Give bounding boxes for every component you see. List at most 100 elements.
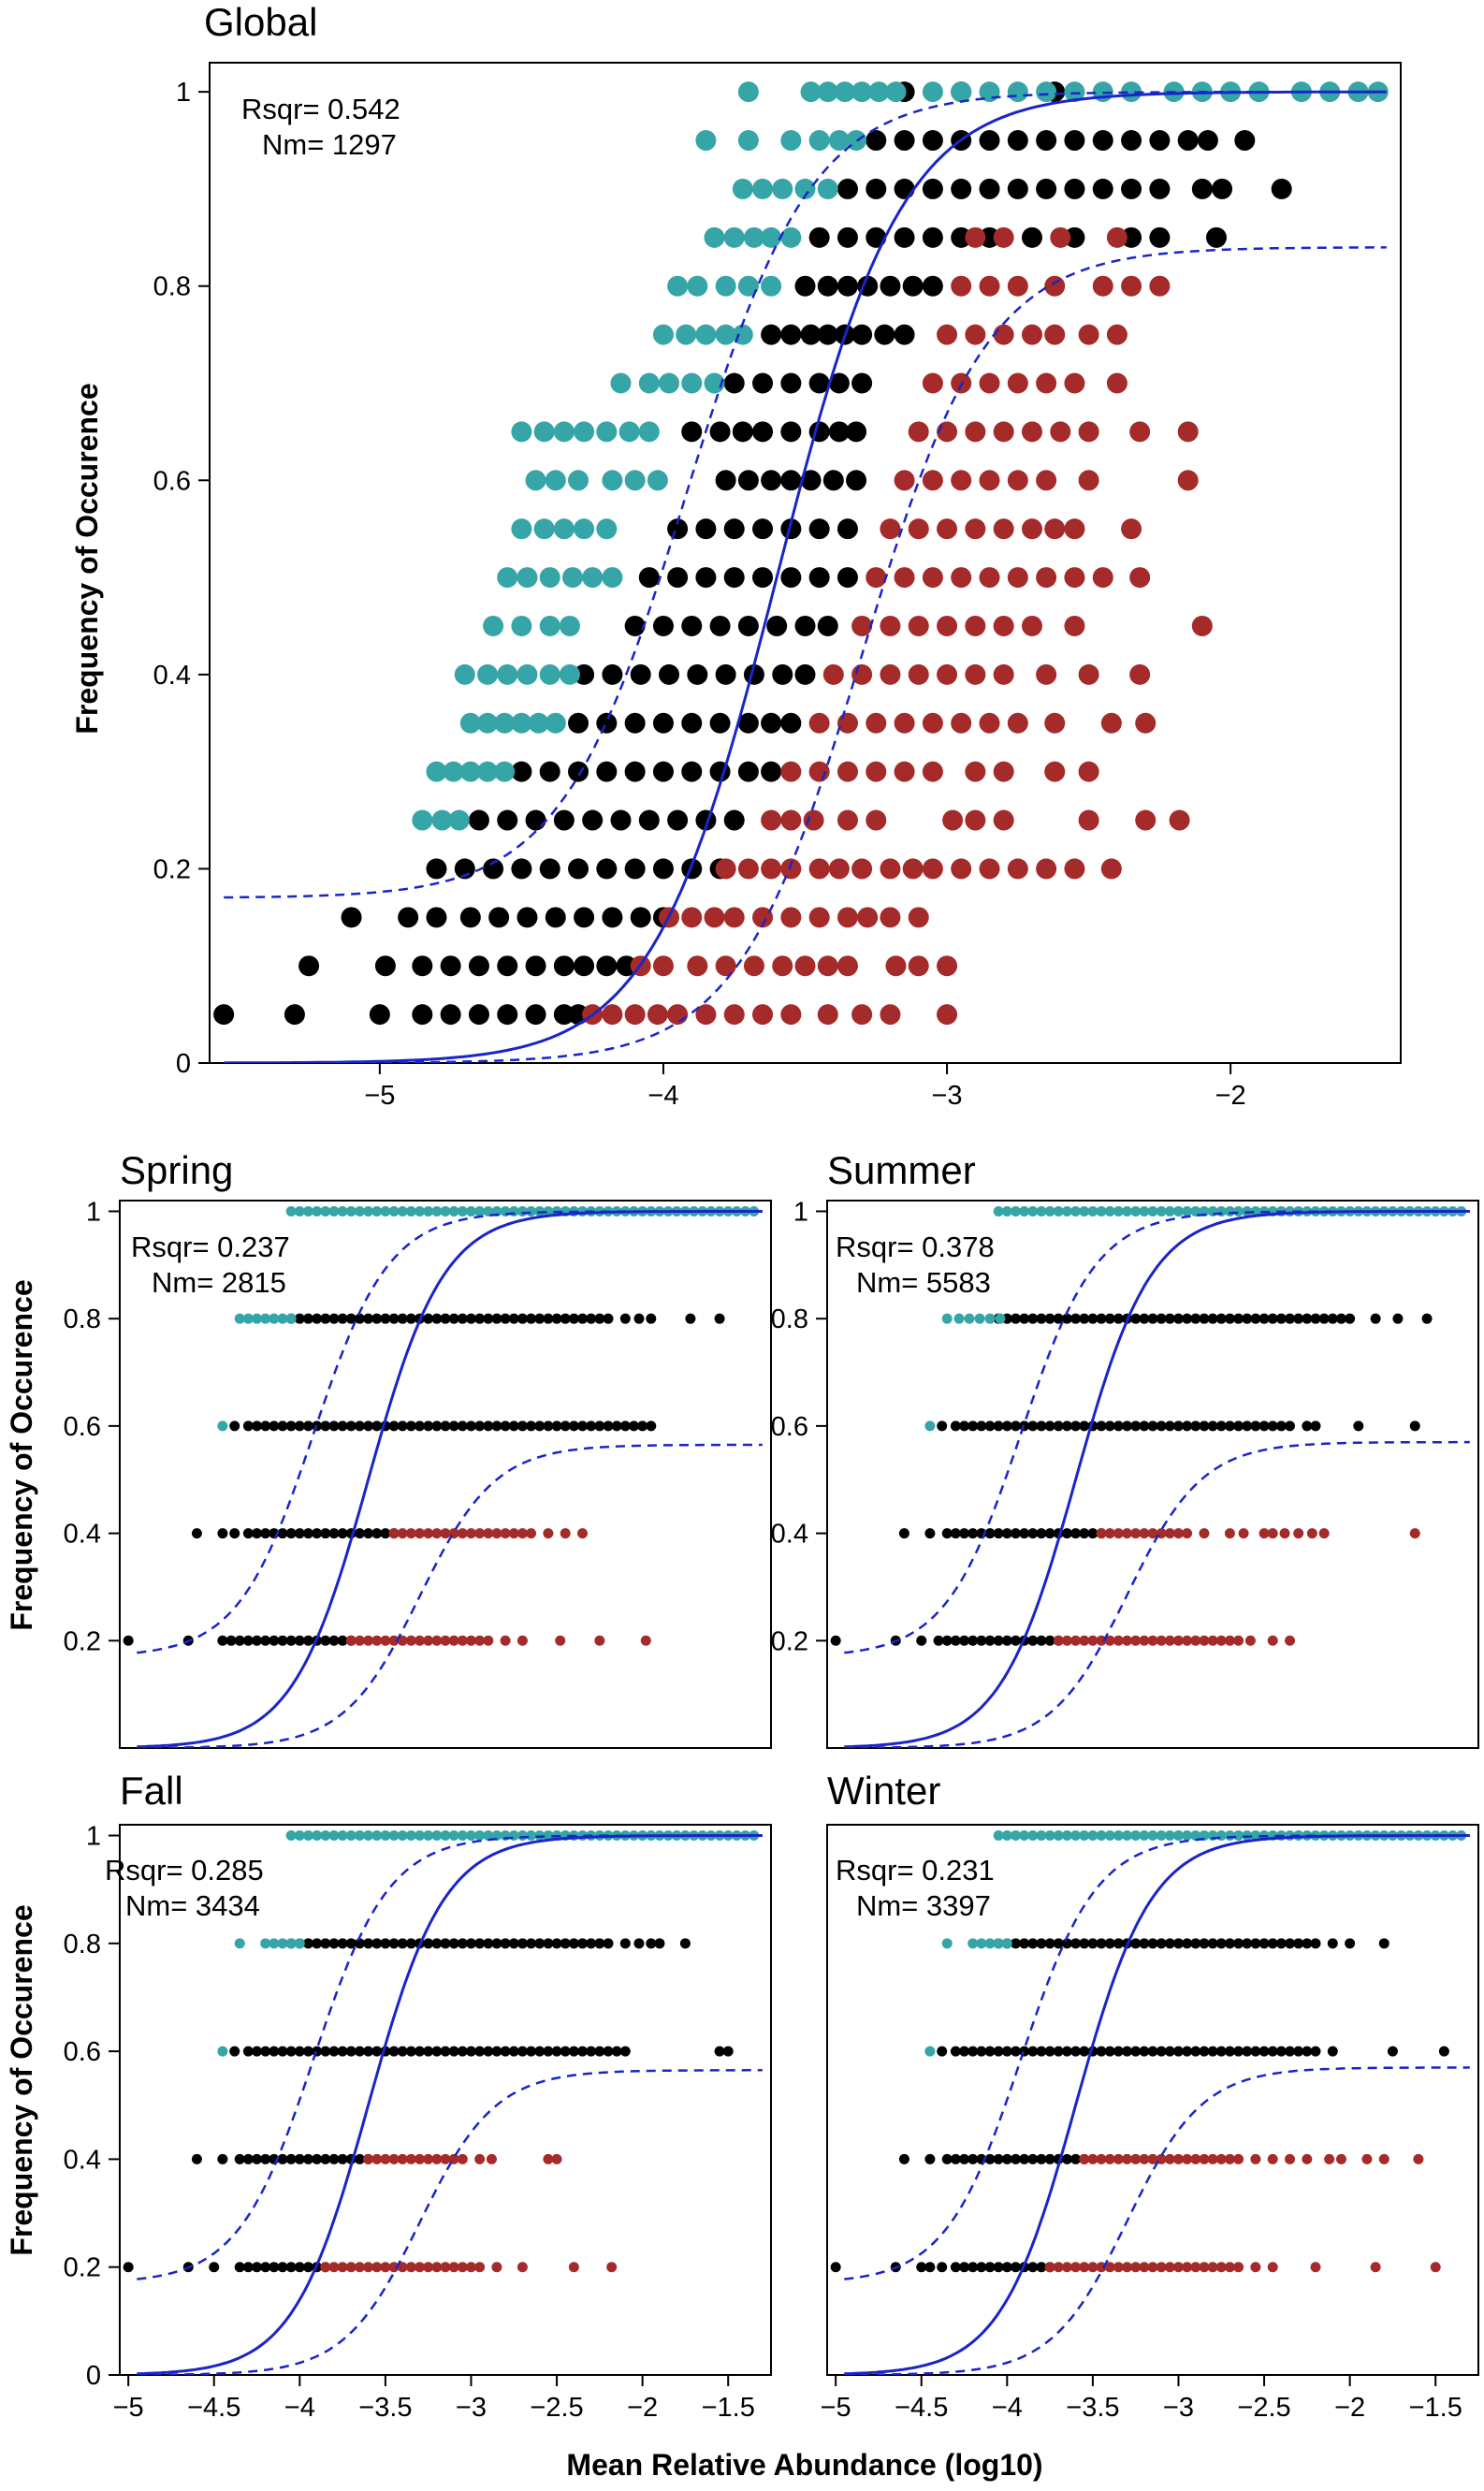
global-point-below [1021,518,1042,540]
global-x-tick-label: −4 [647,1081,678,1111]
spring-point-within [229,1420,240,1432]
global-point-within [1191,178,1213,199]
global-point-above [695,130,717,152]
spring-point-below [431,1528,443,1539]
summer-point-above [1079,1205,1090,1216]
winter-point-within [1036,2262,1047,2273]
global-point-below [965,421,986,443]
spring-point-above [234,1313,245,1324]
winter-point-below [1190,2262,1201,2273]
winter-point-within [950,2262,961,2273]
winter-point-within [1156,2046,1167,2057]
winter-point-within [1087,1938,1098,1949]
global-point-below [652,955,674,977]
summer-point-within [1027,1313,1039,1324]
spring-point-within [551,1313,562,1324]
global-point-within [752,518,774,540]
spring-upper-ci-line [137,1210,763,1654]
winter-point-within [968,2262,979,2273]
fall-point-within [302,2046,313,2057]
global-point-below [715,858,736,880]
global-points [213,81,1389,1026]
global-point-below [965,615,986,636]
winter-point-within [1275,2046,1287,2057]
winter-point-within [830,2262,841,2273]
global-point-below [866,712,887,734]
global-point-above [477,712,499,734]
summer-point-within [933,1635,944,1646]
winter-point-below [1378,2153,1389,2164]
global-point-below [951,567,972,589]
winter-point-within [1250,2046,1261,2057]
winter-point-within [937,2262,948,2273]
spring-point-within [337,1420,348,1432]
global-point-above [533,421,555,443]
global-point-above [1121,81,1142,103]
global-point-below [822,663,844,685]
spring-point-above [363,1205,374,1216]
global-point-above [761,275,782,297]
global-point-above [834,81,855,103]
global-point-within [837,226,858,248]
global-point-within [574,955,595,977]
spring-point-within [337,1528,348,1539]
spring-point-within [431,1420,443,1432]
spring-point-below [371,1635,383,1646]
summer-point-above [995,1313,1006,1324]
spring-point-below [423,1528,434,1539]
fall-x-tick-label: −5 [113,2393,144,2423]
summer-point-within [1079,1313,1090,1324]
summer-point-within [1087,1313,1098,1324]
global-point-within [737,615,759,636]
summer-point-within [1199,1420,1210,1432]
global-point-within [1092,130,1113,152]
global-point-below [993,809,1014,831]
fall-point-within [543,1938,554,1949]
spring-point-within [628,1420,639,1432]
winter-point-within [1242,2046,1253,2057]
summer-point-within [1130,1313,1142,1324]
spring-point-within [586,1313,597,1324]
fall-point-below [474,2153,486,2164]
summer-point-within [1001,1528,1012,1539]
global-point-below [1050,226,1071,248]
global-point-within [800,324,822,345]
summer-point-within [1044,1528,1055,1539]
global-point-within [459,907,481,928]
global-point-below [993,663,1014,685]
global-point-within [794,663,816,685]
fall-point-below [543,2153,554,2164]
global-point-within [1177,130,1199,152]
global-point-within [780,712,802,734]
summer-point-within [1070,1528,1082,1539]
fall-point-within [516,2046,528,2057]
global-point-above [780,130,802,152]
summer-y-tick-label: 0.4 [771,1520,808,1550]
summer-point-within [1335,1313,1346,1324]
spring-point-within [474,1420,486,1432]
global-point-within [497,1004,518,1026]
summer-y-tick-label: 0.2 [771,1626,808,1656]
global-point-below [723,1004,745,1026]
winter-neutral-fit-line [844,1834,1470,2375]
global-point-within [1064,226,1085,248]
winter-point-within [898,2153,909,2164]
summer-point-within [1019,1313,1030,1324]
fall-point-within [354,2046,365,2057]
summer-point-within [1172,1420,1184,1432]
global-point-below [1064,615,1085,636]
winter-point-below [1044,2262,1055,2273]
summer-point-within [1001,1635,1012,1646]
summer-point-within [1096,1420,1107,1432]
fall-point-below [380,2153,391,2164]
summer-point-within [1267,1313,1278,1324]
winter-point-above [1139,1830,1150,1842]
spring-point-above [431,1205,443,1216]
winter-point-within [1327,2046,1338,2057]
winter-point-below [1147,2153,1158,2164]
spring-point-below [440,1528,451,1539]
global-point-within [800,470,822,491]
global-point-above [459,712,481,734]
global-point-within [284,1004,305,1026]
summer-point-below [1053,1635,1064,1646]
